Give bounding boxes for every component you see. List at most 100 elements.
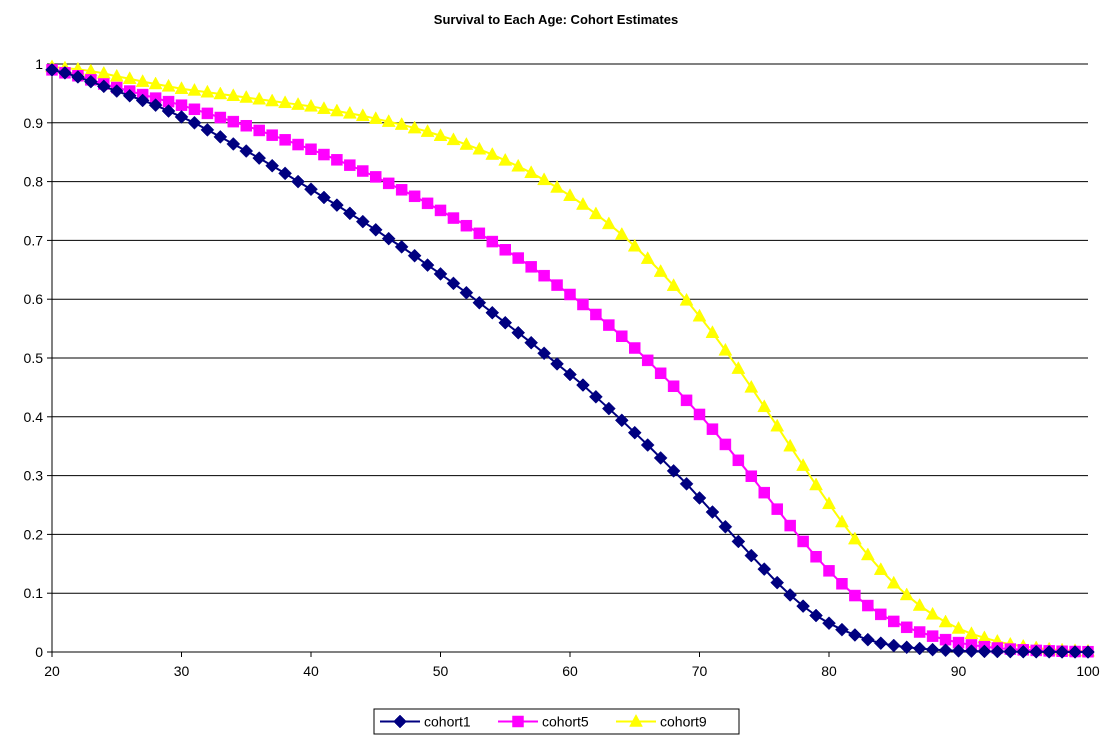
data-point-cohort5 xyxy=(395,184,408,196)
data-point-cohort5 xyxy=(849,589,861,602)
data-point-cohort1 xyxy=(394,240,409,254)
data-point-cohort5 xyxy=(654,367,667,380)
data-point-cohort1 xyxy=(226,137,241,151)
data-point-cohort9 xyxy=(847,531,862,545)
x-tick-label: 80 xyxy=(821,663,837,679)
data-point-cohort9 xyxy=(627,238,642,252)
data-point-cohort1 xyxy=(355,214,370,229)
data-point-cohort1 xyxy=(446,276,461,291)
data-point-cohort5 xyxy=(279,134,291,146)
data-point-cohort5 xyxy=(926,630,939,642)
data-point-cohort5 xyxy=(538,269,550,282)
data-point-cohort1 xyxy=(109,84,124,98)
x-tick-label: 70 xyxy=(692,663,708,679)
data-point-cohort5 xyxy=(577,298,589,311)
data-point-cohort9 xyxy=(394,117,409,130)
legend-label: cohort5 xyxy=(542,714,589,730)
data-point-cohort9 xyxy=(588,206,603,220)
x-tick-label: 90 xyxy=(951,663,967,679)
data-point-cohort1 xyxy=(1003,644,1018,659)
y-tick-label: 0.9 xyxy=(24,115,44,131)
data-point-cohort5 xyxy=(551,279,563,291)
data-point-cohort5 xyxy=(318,148,330,161)
data-point-cohort9 xyxy=(174,81,189,94)
axes: 0 0.1 0.2 0.3 0.4 0.5 0.6 0.7 0.8 0.9 1 20 30 40 50 60 7… xyxy=(24,56,1100,679)
data-point-cohort9 xyxy=(317,101,331,114)
data-point-cohort5 xyxy=(382,177,395,190)
data-point-cohort5 xyxy=(680,394,693,407)
data-point-cohort9 xyxy=(511,158,526,172)
y-tick-label: 0.8 xyxy=(24,174,44,190)
data-point-cohort1 xyxy=(666,464,681,478)
data-point-cohort1 xyxy=(601,401,616,416)
data-point-cohort9 xyxy=(886,575,901,589)
data-point-cohort1 xyxy=(964,644,979,658)
legend-marker xyxy=(629,713,643,727)
data-point-cohort1 xyxy=(822,616,836,631)
data-point-cohort9 xyxy=(524,165,539,179)
legend-entry-cohort5: cohort5 xyxy=(498,714,589,730)
data-point-cohort9 xyxy=(342,105,357,119)
data-point-cohort5 xyxy=(784,519,796,532)
data-point-cohort9 xyxy=(614,226,629,240)
data-point-cohort1 xyxy=(1016,644,1031,659)
chart-title: Survival to Each Age: Cohort Estimates xyxy=(434,12,678,27)
data-point-cohort5 xyxy=(732,454,745,467)
data-point-cohort9 xyxy=(368,111,383,124)
data-point-cohort1 xyxy=(498,315,513,330)
data-point-cohort1 xyxy=(899,640,914,655)
data-point-cohort1 xyxy=(252,151,267,165)
y-tick-label: 0.3 xyxy=(24,468,44,484)
data-point-cohort5 xyxy=(460,219,473,232)
data-point-cohort9 xyxy=(925,606,940,620)
data-point-cohort1 xyxy=(860,632,875,647)
data-point-cohort5 xyxy=(292,138,304,151)
data-point-cohort1 xyxy=(278,166,292,181)
data-point-cohort1 xyxy=(265,158,280,173)
data-point-cohort1 xyxy=(71,70,85,84)
data-point-cohort9 xyxy=(252,91,267,105)
x-tick-label: 20 xyxy=(44,663,60,679)
data-point-cohort1 xyxy=(589,389,603,404)
data-point-cohort9 xyxy=(705,325,720,338)
data-point-cohort1 xyxy=(796,599,810,613)
data-point-cohort1 xyxy=(925,642,940,657)
data-point-cohort5 xyxy=(590,308,602,321)
data-point-cohort9 xyxy=(537,172,552,186)
data-point-cohort1 xyxy=(135,93,150,108)
data-point-cohort9 xyxy=(472,141,487,155)
data-point-cohort1 xyxy=(524,335,539,350)
series-line-cohort5 xyxy=(51,68,1089,653)
data-point-cohort1 xyxy=(1042,645,1057,659)
y-tick-label: 0.7 xyxy=(24,232,44,248)
data-point-cohort1 xyxy=(187,115,202,130)
data-point-cohort5 xyxy=(823,565,835,577)
data-point-cohort9 xyxy=(640,251,655,264)
data-point-cohort9 xyxy=(161,78,176,92)
data-point-cohort9 xyxy=(964,626,979,640)
data-point-cohort9 xyxy=(135,74,150,87)
gridlines xyxy=(52,63,1088,594)
data-point-cohort1 xyxy=(239,144,254,158)
data-point-cohort5 xyxy=(408,190,421,203)
data-point-cohort5 xyxy=(667,380,680,392)
data-point-cohort1 xyxy=(809,608,823,623)
data-point-cohort9 xyxy=(550,179,564,193)
data-point-cohort5 xyxy=(201,107,214,120)
data-point-cohort9 xyxy=(291,97,305,110)
data-point-cohort5 xyxy=(771,503,783,515)
data-point-cohort1 xyxy=(938,643,953,658)
data-point-cohort9 xyxy=(873,562,888,575)
data-point-cohort9 xyxy=(433,128,448,141)
legend-entry-cohort1: cohort1 xyxy=(380,714,471,730)
data-point-cohort1 xyxy=(744,548,759,563)
data-point-cohort1 xyxy=(692,491,707,505)
data-point-cohort9 xyxy=(796,458,811,471)
data-point-cohort5 xyxy=(525,261,537,273)
data-point-cohort1 xyxy=(122,88,137,103)
series-cohort1 xyxy=(45,63,1095,659)
data-point-cohort1 xyxy=(1081,645,1095,659)
data-point-cohort9 xyxy=(576,197,590,210)
x-tick-label: 40 xyxy=(303,663,319,679)
